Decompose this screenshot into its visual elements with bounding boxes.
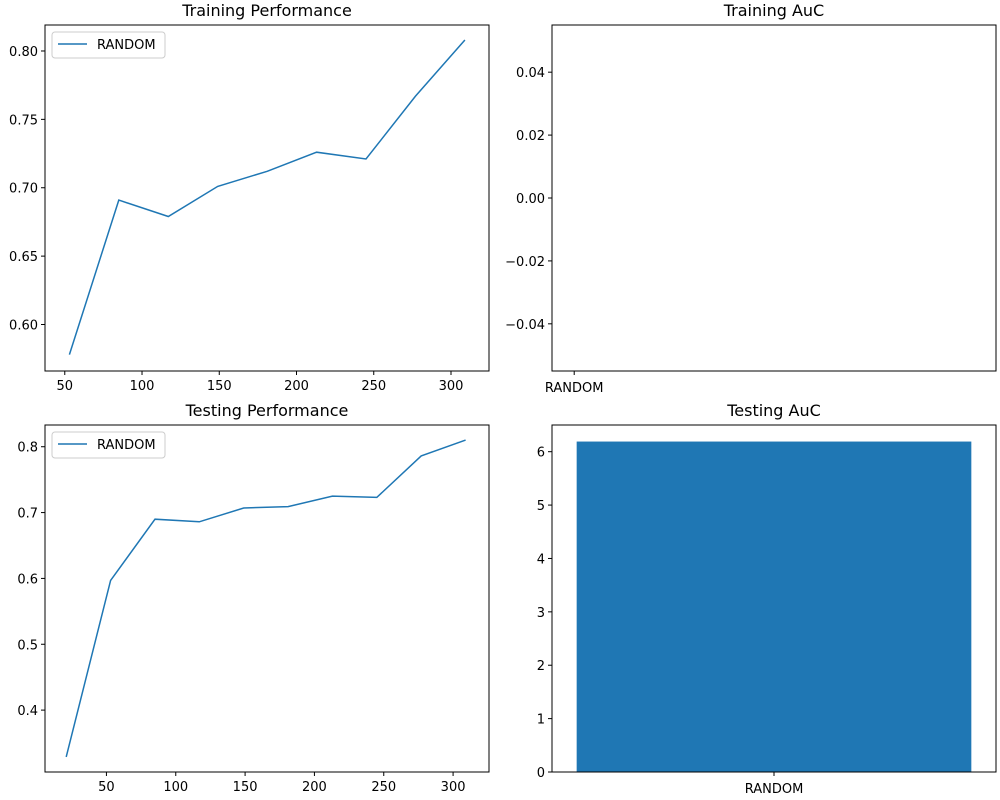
- x-tick-label: RANDOM: [745, 782, 804, 797]
- y-tick-label: 0.65: [9, 250, 38, 265]
- series-line: [65, 439, 466, 758]
- y-tick-label: 0.75: [9, 113, 38, 128]
- x-tick-label: 150: [233, 780, 258, 795]
- y-tick-label: 0.8: [17, 441, 38, 456]
- y-tick-label: 6: [537, 446, 545, 461]
- y-tick-label: 4: [537, 552, 545, 567]
- legend-label: RANDOM: [97, 438, 156, 453]
- chart-panel-4: Testing AuC 0 1 2 3 4 5 6 RANDOM: [537, 401, 997, 797]
- bar: [576, 441, 972, 772]
- y-tick-label: 3: [537, 606, 545, 621]
- legend: RANDOM: [51, 31, 166, 59]
- y-tick-label: 0.70: [9, 182, 38, 197]
- legend-label: RANDOM: [97, 38, 156, 53]
- x-tick-label: 300: [441, 780, 466, 795]
- legend-box: [51, 31, 166, 59]
- chart-panel-3: Testing Performance 0.4 0.5 0.6 0.7 0.8 50 100 1…: [17, 401, 490, 795]
- y-tick-label: 0.4: [17, 704, 38, 719]
- y-tick-label: 0.04: [516, 66, 545, 81]
- x-tick-label: 250: [361, 379, 386, 394]
- x-tick-label: 150: [207, 379, 232, 394]
- y-tick-label: 0.5: [17, 638, 38, 653]
- x-tick-label: 250: [371, 780, 396, 795]
- chart-title: Training Performance: [181, 1, 352, 20]
- y-tick-label: 0.60: [9, 319, 38, 334]
- y-tick-label: −0.02: [505, 255, 545, 270]
- chart-title: Testing Performance: [185, 401, 349, 420]
- chart-panel-2: Training AuC −0.04 −0.02 0.00 0.02 0.04 RANDOM: [505, 1, 997, 396]
- y-tick-label: 2: [537, 659, 545, 674]
- y-tick-label: 5: [537, 499, 545, 514]
- y-tick-label: 0.80: [9, 45, 38, 60]
- y-tick-label: 1: [537, 713, 545, 728]
- x-tick-label: 100: [130, 379, 155, 394]
- x-tick-label: 200: [302, 780, 327, 795]
- x-tick-label: 300: [439, 379, 464, 394]
- legend-box: [51, 431, 166, 459]
- y-tick-label: 0.00: [516, 192, 545, 207]
- x-tick-label: 50: [98, 780, 115, 795]
- chart-title: Testing AuC: [726, 401, 821, 420]
- y-tick-label: 0: [537, 766, 545, 781]
- axes-frame: [551, 24, 997, 372]
- y-tick-label: 0.02: [516, 129, 545, 144]
- series-line: [68, 39, 466, 355]
- y-tick-label: 0.7: [17, 507, 38, 522]
- x-tick-label: 200: [284, 379, 309, 394]
- axes-frame: [44, 24, 490, 372]
- x-tick-label: 100: [163, 780, 188, 795]
- x-tick-label: RANDOM: [545, 381, 604, 396]
- y-tick-label: −0.04: [505, 318, 545, 333]
- axes-frame: [44, 424, 490, 773]
- y-tick-label: 0.6: [17, 572, 38, 587]
- chart-panel-1: Training Performance 0.60 0.65 0.70 0.75 0.80…: [9, 1, 490, 394]
- chart-title: Training AuC: [723, 1, 824, 20]
- legend: RANDOM: [51, 431, 166, 459]
- x-tick-label: 50: [57, 379, 74, 394]
